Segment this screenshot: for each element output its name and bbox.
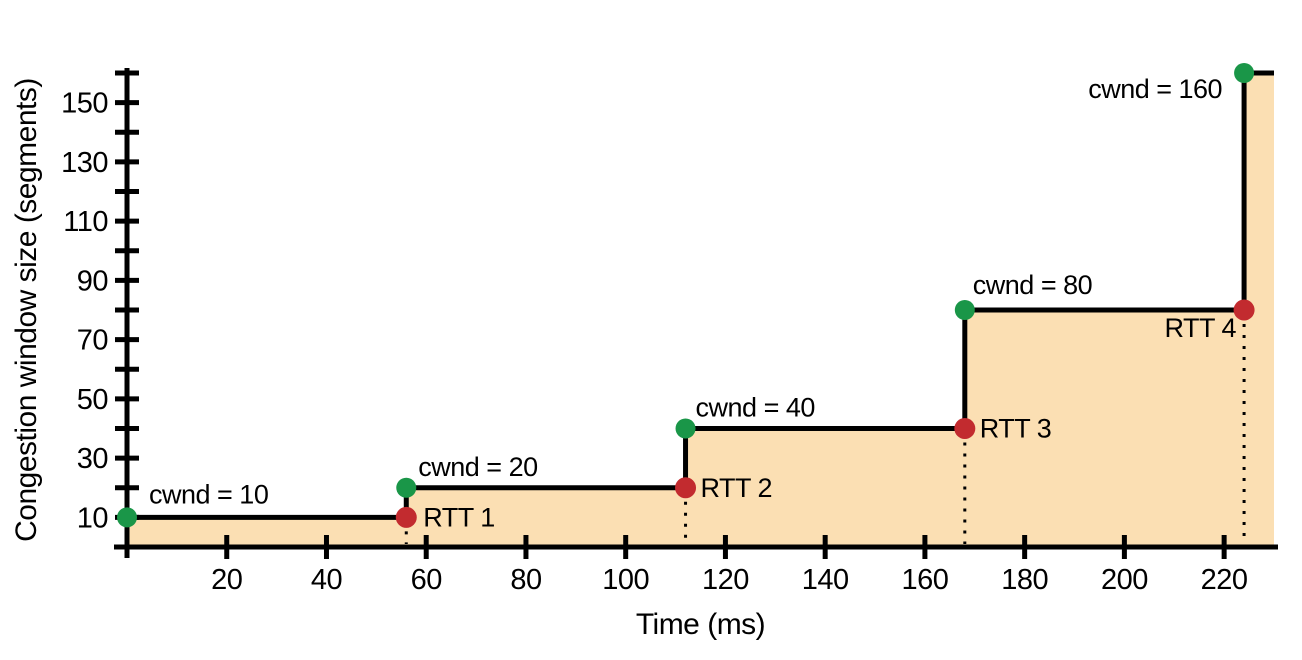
y-tick-label-30: 30 [77,443,108,475]
y-tick-label-150: 150 [61,88,108,120]
cwnd-label-20: cwnd = 20 [418,452,537,482]
cwnd-label-40: cwnd = 40 [696,393,815,423]
cwnd-step-line [127,70,1274,520]
y-tick-label-130: 130 [61,147,108,179]
cwnd-marker-80 [954,300,975,320]
y-tick-label-70: 70 [77,325,108,357]
x-tick-label-200: 200 [1101,564,1148,596]
y-axis-title: Congestion window size (segments) [10,78,43,542]
y-tick-label-50: 50 [77,384,108,416]
y-tick-label-110: 110 [63,206,108,238]
x-tick-label-220: 220 [1201,564,1248,596]
x-tick-label-100: 100 [602,564,649,596]
rtt-label-1: RTT 1 [423,502,495,532]
cwnd-marker-10 [117,507,137,528]
rtt-label-2: RTT 2 [701,473,773,503]
x-tick-label-80: 80 [510,564,541,596]
x-tick-label-40: 40 [311,564,342,596]
area-fill [127,73,1274,547]
x-tick-label-60: 60 [411,564,442,596]
cwnd-marker-20 [396,477,417,498]
rtt-label-3: RTT 3 [980,414,1052,444]
x-tick-label-140: 140 [802,564,849,596]
cwnd-label-10: cwnd = 10 [149,479,268,509]
rtt-label-4: RTT 4 [1165,313,1237,343]
x-tick-label-20: 20 [211,564,242,596]
x-tick-label-180: 180 [1001,564,1048,596]
rtt-marker-1 [395,506,417,528]
cwnd-marker-40 [675,418,696,439]
x-tick-label-160: 160 [901,564,948,596]
rtt-marker-4 [1233,299,1255,321]
cwnd-label-160: cwnd = 160 [1088,74,1222,104]
y-tick-label-90: 90 [77,265,108,297]
rtt-marker-3 [954,418,976,439]
x-axis-title: Time (ms) [636,608,765,641]
y-tick-label-10: 10 [77,502,108,534]
x-tick-label-120: 120 [702,564,749,596]
cwnd-label-80: cwnd = 80 [973,270,1092,300]
cwnd-marker-160 [1234,63,1255,83]
rtt-marker-2 [675,477,697,499]
